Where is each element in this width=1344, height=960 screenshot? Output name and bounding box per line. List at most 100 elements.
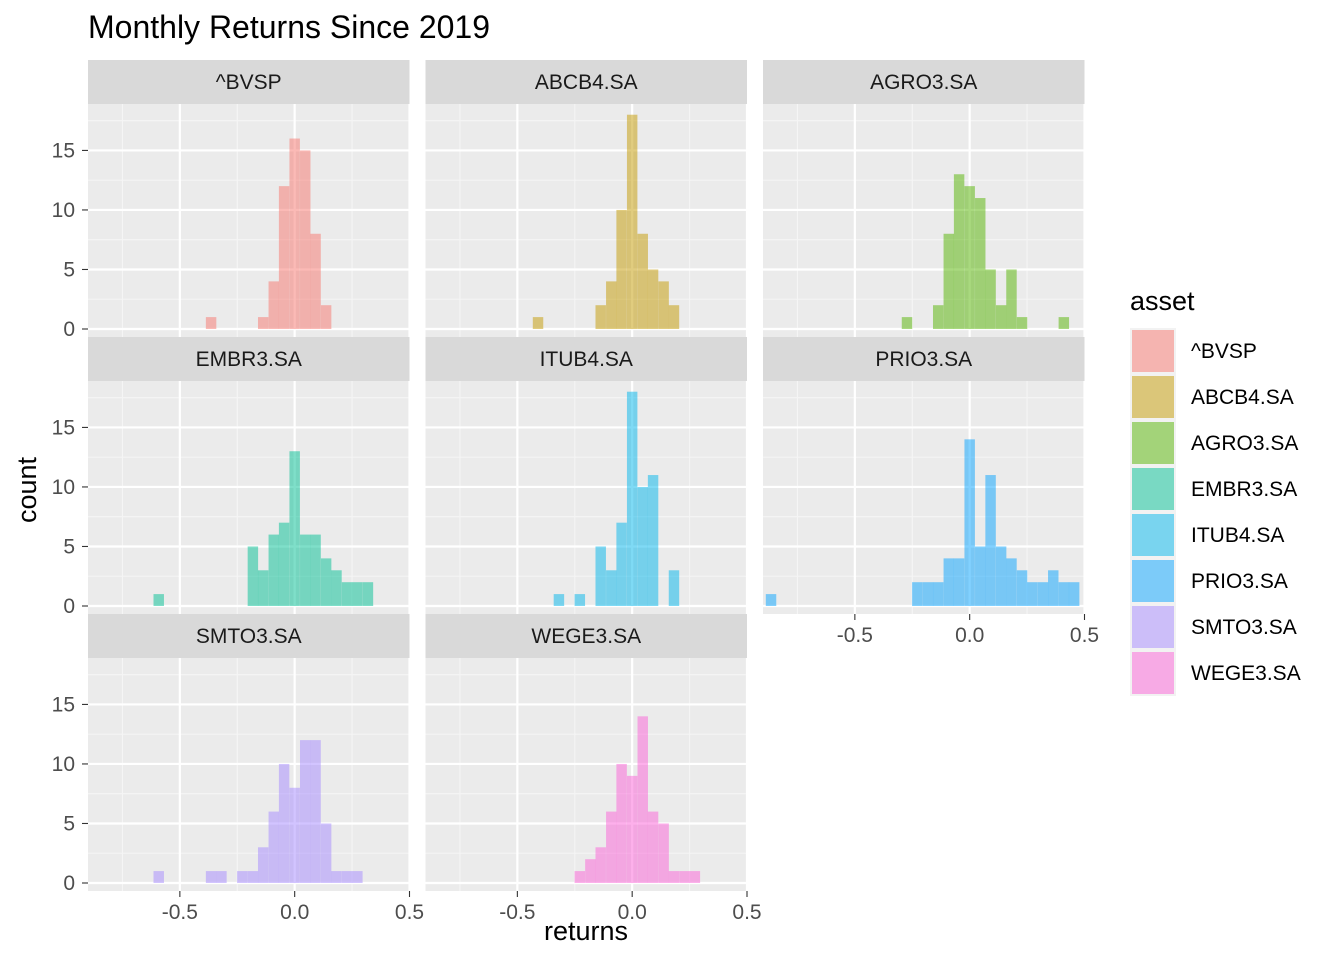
histogram-bar xyxy=(553,594,565,606)
legend-item-itub4-sa: ITUB4.SA xyxy=(1130,512,1284,558)
legend-label: WEGE3.SA xyxy=(1191,662,1301,685)
legend: asset ^BVSP ABCB4.SA AGRO3.SA EMBR3.SA ITUB4… xyxy=(1130,286,1301,696)
histogram-bar xyxy=(532,317,544,329)
histogram-bar xyxy=(912,582,923,606)
histogram-bar xyxy=(310,740,321,883)
x-tick-label: 0.0 xyxy=(280,901,309,924)
legend-title: asset xyxy=(1130,286,1195,316)
plot-area: -0.5 0.0 0.5 xyxy=(763,381,1099,647)
histogram-bar xyxy=(985,269,996,329)
legend-label: PRIO3.SA xyxy=(1191,570,1288,593)
panel-prio3-sa: PRIO3.SA -0.5 0.0 0.5 xyxy=(763,337,1099,647)
legend-swatch xyxy=(1132,560,1174,602)
histogram-bar xyxy=(626,775,638,883)
histogram-bar xyxy=(247,871,259,883)
strip-background xyxy=(425,337,747,381)
histogram-bar xyxy=(595,305,606,329)
strip-label: PRIO3.SA xyxy=(875,348,972,371)
histogram-bar xyxy=(626,391,638,606)
x-tick-label: -0.5 xyxy=(162,901,198,924)
x-tick-label: 0.5 xyxy=(395,901,424,924)
legend-item-embr3-sa: EMBR3.SA xyxy=(1130,466,1297,512)
plot-area xyxy=(425,104,749,337)
histogram-bar xyxy=(1048,570,1059,606)
legend-swatch xyxy=(1132,330,1174,372)
histogram-bar xyxy=(320,558,332,606)
strip-background xyxy=(763,337,1085,381)
chart-title: Monthly Returns Since 2019 xyxy=(88,9,490,45)
histogram-bar xyxy=(765,594,777,606)
histogram-bar xyxy=(932,305,944,329)
histogram-bar xyxy=(964,186,975,329)
histogram-bar xyxy=(362,582,374,606)
strip-background xyxy=(425,614,747,658)
histogram-bar xyxy=(616,522,627,606)
y-tick-label: 5 xyxy=(63,258,75,281)
facet-panels: ^BVSP 0 5 10 15 ABCB4.SA AGRO3.SA EMBR3.SA 0 5 10 1… xyxy=(52,60,1099,924)
histogram-bar xyxy=(320,823,332,883)
histogram-bar xyxy=(668,570,680,606)
legend-swatch xyxy=(1132,606,1174,648)
histogram-bar xyxy=(975,198,986,329)
legend-item-bvsp: ^BVSP xyxy=(1130,328,1257,374)
histogram-bar xyxy=(205,871,217,883)
legend-item-smto3-sa: SMTO3.SA xyxy=(1130,604,1297,650)
histogram-bar xyxy=(278,763,290,883)
legend-label: ^BVSP xyxy=(1191,340,1257,363)
y-tick-label: 0 xyxy=(63,595,75,618)
y-tick-label: 5 xyxy=(63,812,75,835)
y-tick-label: 10 xyxy=(52,753,75,776)
histogram-bar xyxy=(352,871,363,883)
histogram-bar xyxy=(257,847,269,883)
y-tick-label: 0 xyxy=(63,872,75,895)
strip-background xyxy=(88,60,410,104)
histogram-bar xyxy=(995,305,1007,329)
histogram-bar xyxy=(278,186,290,329)
y-tick-label: 15 xyxy=(52,416,75,439)
strip-label: AGRO3.SA xyxy=(870,71,977,94)
strip-background xyxy=(88,614,410,658)
histogram-bar xyxy=(953,558,965,606)
strip-label: ITUB4.SA xyxy=(540,348,633,371)
histogram-bar xyxy=(1058,317,1070,329)
panel-agro3-sa: AGRO3.SA xyxy=(763,60,1086,337)
histogram-bar xyxy=(943,558,955,606)
histogram-bar xyxy=(331,570,342,606)
histogram-bar xyxy=(953,174,965,329)
legend-swatch xyxy=(1132,514,1174,556)
histogram-bar xyxy=(606,570,617,606)
strip-label: WEGE3.SA xyxy=(531,625,641,648)
histogram-bar xyxy=(606,811,617,883)
y-tick-label: 10 xyxy=(52,476,75,499)
histogram-bar xyxy=(310,534,321,606)
histogram-bar xyxy=(995,546,1007,606)
plot-area xyxy=(763,104,1086,337)
histogram-bar xyxy=(1037,582,1049,606)
histogram-bar xyxy=(658,823,669,883)
histogram-bar xyxy=(658,281,669,329)
strip-background xyxy=(425,60,747,104)
plot-area: 0 5 10 15 xyxy=(52,381,411,618)
legend-label: SMTO3.SA xyxy=(1191,616,1297,639)
histogram-bar xyxy=(626,114,638,329)
panel-embr3-sa: EMBR3.SA 0 5 10 15 xyxy=(52,337,411,618)
histogram-bar xyxy=(237,871,248,883)
legend-item-prio3-sa: PRIO3.SA xyxy=(1130,558,1288,604)
strip-background xyxy=(88,337,410,381)
legend-label: EMBR3.SA xyxy=(1191,478,1297,501)
histogram-bar xyxy=(257,570,269,606)
plot-background xyxy=(88,104,410,337)
legend-item-abcb4-sa: ABCB4.SA xyxy=(1130,374,1294,420)
y-tick-label: 10 xyxy=(52,199,75,222)
x-tick-label: -0.5 xyxy=(499,901,535,924)
histogram-bar xyxy=(595,847,606,883)
histogram-bar xyxy=(616,763,627,883)
histogram-bar xyxy=(943,233,955,329)
y-tick-label: 15 xyxy=(52,139,75,162)
panel-abcb4-sa: ABCB4.SA xyxy=(425,60,749,337)
plot-background xyxy=(425,381,747,614)
histogram-bar xyxy=(975,546,986,606)
histogram-bar xyxy=(1068,582,1080,606)
x-axis-title: returns xyxy=(544,916,628,946)
